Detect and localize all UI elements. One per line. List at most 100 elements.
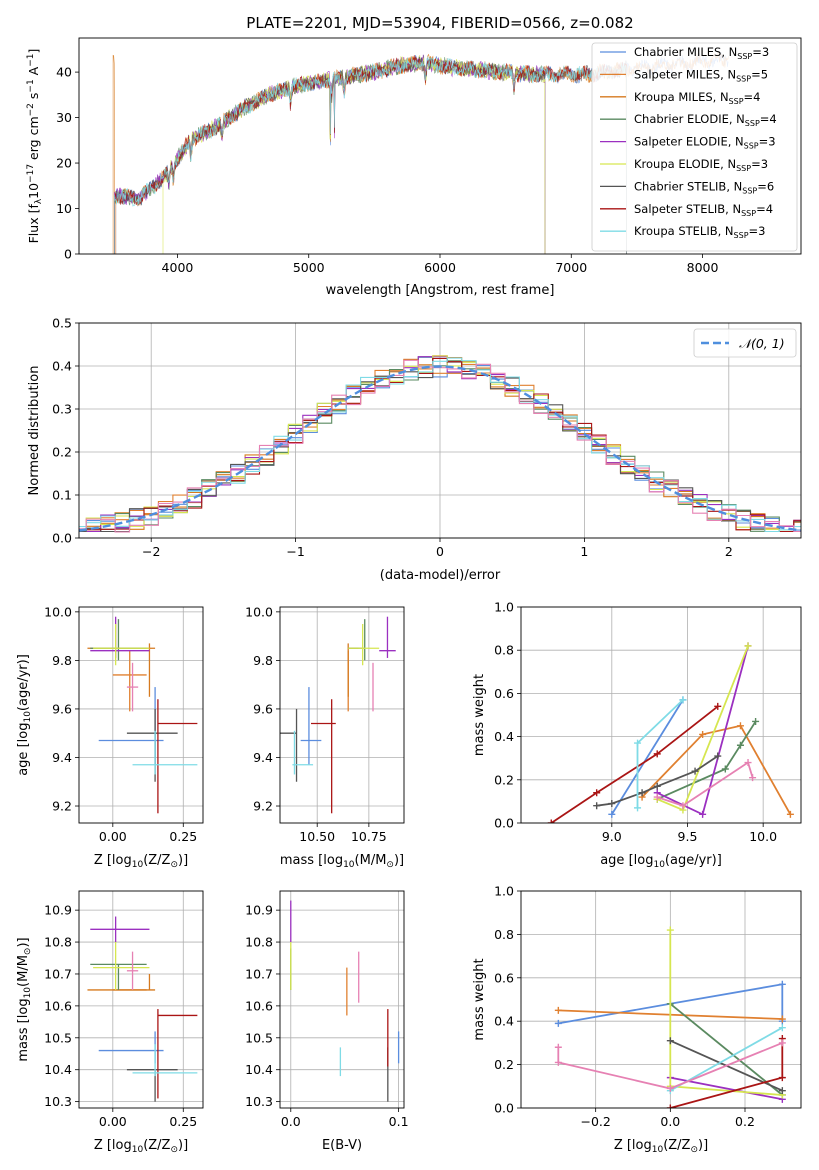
x-tick-label: 10.50 [299, 829, 335, 844]
x-tick-label: 9.5 [678, 829, 698, 844]
plus-marker [554, 1058, 562, 1066]
y-tick-label: 10.7 [245, 966, 273, 981]
residuals-histograms [79, 355, 801, 533]
plus-marker [744, 759, 752, 767]
figure-title: PLATE=2201, MJD=53904, FIBERID=0566, z=0… [246, 14, 633, 32]
weight-line-8 [557, 1042, 783, 1090]
plus-marker [778, 1015, 786, 1023]
y-tick-label: 10.4 [44, 1062, 72, 1077]
weight-line-0 [611, 699, 684, 815]
plus-marker [778, 980, 786, 988]
weight-line-2 [656, 721, 757, 801]
y-tick-label: 10.7 [44, 966, 72, 981]
histogram-8 [79, 357, 801, 533]
plus-marker [554, 1019, 562, 1027]
legend-box [591, 42, 798, 252]
y-tick-label: 10.0 [44, 604, 72, 619]
y-tick-label: 10.8 [245, 935, 273, 950]
y-tick-label: 9.6 [52, 701, 72, 716]
y-tick-label: 0.4 [52, 359, 72, 374]
plus-marker [593, 789, 601, 797]
plus-marker [714, 702, 722, 710]
y-tick-label: 9.2 [52, 799, 72, 814]
plus-marker [721, 765, 729, 773]
plus-marker [547, 819, 555, 823]
histogram-9 [79, 359, 801, 533]
plus-marker [666, 926, 674, 934]
y-tick-label: 0 [64, 247, 72, 262]
plus-marker [778, 1039, 786, 1047]
residuals-legend: 𝒩(0, 1) [693, 328, 797, 358]
y-tick-label: 10.5 [44, 1030, 72, 1045]
plus-marker [699, 730, 707, 738]
x-tick-label: 4000 [162, 260, 194, 275]
x-tick-label: 0.0 [660, 1114, 680, 1129]
mass_vs_Z-frame [78, 890, 204, 1109]
y-tick-label: 0.1 [52, 488, 72, 503]
legend-entry: Salpeter ELODIE, NSSP=3 [634, 135, 776, 151]
weight_vs_Z-lines [554, 926, 786, 1108]
plus-marker [653, 782, 661, 790]
y-tick-label: 0.2 [52, 445, 72, 460]
plus-marker [736, 741, 744, 749]
plus-marker [786, 810, 794, 818]
plus-marker [653, 793, 661, 801]
y-tick-label: 9.2 [253, 799, 273, 814]
y-tick-label: 10.6 [44, 998, 72, 1013]
x-tick-label: 0.25 [169, 1114, 197, 1129]
plus-marker [608, 800, 616, 808]
gaussian-curve [79, 365, 801, 532]
legend-entry: Chabrier STELIB, NSSP=6 [634, 179, 774, 195]
legend-box [693, 328, 797, 358]
legend-entry: Kroupa STELIB, NSSP=3 [634, 224, 765, 240]
y-tick-label: 30 [56, 110, 72, 125]
x-tick-label: 0.00 [99, 829, 127, 844]
plus-marker [638, 789, 646, 797]
age_vs_mass-axes: 10.50 10.75 9.2 9.4 9.6 9.8 10.0 [245, 604, 404, 844]
ebv-points [290, 900, 400, 1102]
plus-marker [752, 717, 760, 725]
y-tick-label: 0.2 [494, 1057, 514, 1072]
x-tick-label: 1 [580, 544, 588, 559]
legend-entry: Salpeter STELIB, NSSP=4 [634, 202, 773, 218]
x-tick-label: 2 [725, 544, 733, 559]
spectrum-frame [78, 37, 802, 255]
residuals-ylabel: Normed distribution [27, 366, 42, 496]
x-tick-label: 9.0 [602, 829, 622, 844]
ebv-xlabel: E(B-V) [322, 1138, 362, 1153]
ebv-axes: 0.0 0.1 10.3 10.4 10.5 10.6 10.7 10.8 10.9 [245, 891, 409, 1129]
y-tick-label: 10.5 [245, 1030, 273, 1045]
weight_vs_Z-frame [520, 890, 802, 1109]
mass_vs_Z-ylabel: mass [log10(M/M⊙)] [16, 937, 33, 1061]
plus-marker [666, 1104, 674, 1108]
x-tick-label: −0.2 [580, 1114, 610, 1129]
x-tick-label: 6000 [424, 260, 456, 275]
mass_vs_Z-points [87, 916, 198, 1102]
weight_vs_age-xlabel: age [log10(age/yr)] [600, 853, 722, 870]
plus-marker [679, 696, 687, 704]
plus-marker [653, 750, 661, 758]
x-tick-label: 0.2 [735, 1114, 755, 1129]
y-tick-label: 9.8 [52, 653, 72, 668]
spectrum-xlabel: wavelength [Angstrom, rest frame] [326, 283, 555, 298]
y-tick-label: 10.8 [44, 935, 72, 950]
weight_vs_Z-ylabel: mass weight [472, 958, 487, 1040]
legend-entry: Salpeter MILES, NSSP=5 [634, 67, 768, 83]
y-tick-label: 10.9 [245, 903, 273, 918]
residuals-frame [78, 322, 802, 539]
plus-marker [778, 1087, 786, 1095]
residuals-xlabel: (data-model)/error [380, 568, 501, 583]
plus-marker [744, 642, 752, 650]
y-tick-label: 9.4 [52, 750, 72, 765]
spectrum-line-8 [114, 56, 627, 254]
y-tick-label: 0.5 [52, 316, 72, 331]
y-tick-label: 0.8 [494, 643, 514, 658]
legend-entry: Kroupa ELODIE, NSSP=3 [634, 157, 768, 173]
residuals-axes: −2 −1 0 1 2 0.0 0.1 0.2 0.3 0.4 0.5 [52, 316, 801, 559]
x-tick-label: 0.00 [99, 1114, 127, 1129]
y-tick-label: 0.2 [494, 772, 514, 787]
x-tick-label: 0 [436, 544, 444, 559]
y-tick-label: 0.0 [52, 531, 72, 546]
